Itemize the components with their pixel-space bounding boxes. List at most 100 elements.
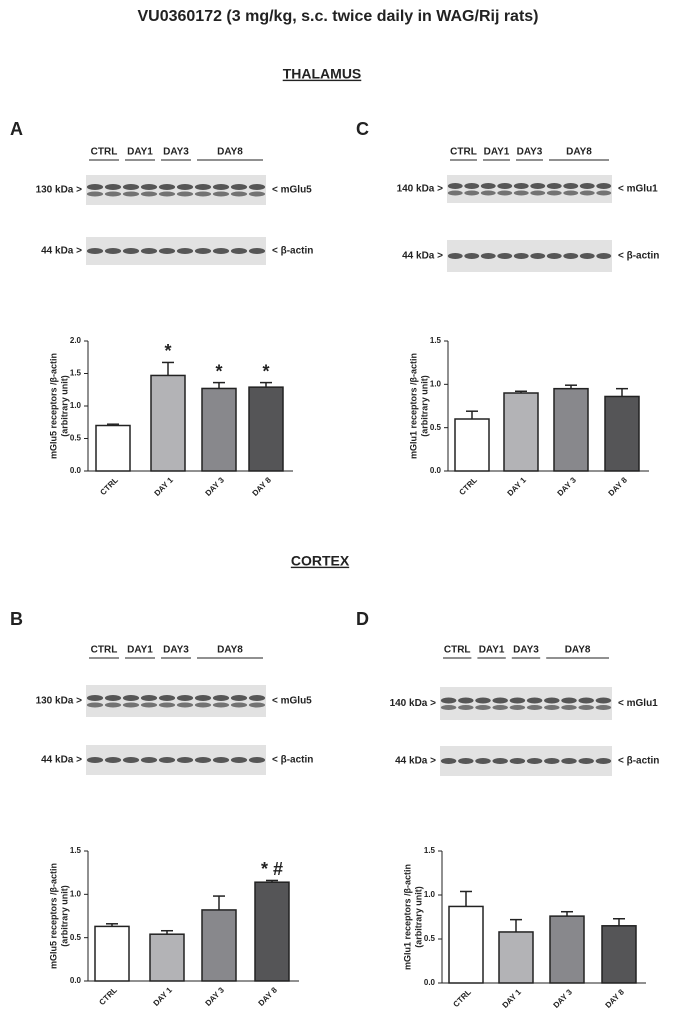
section-title: THALAMUS bbox=[283, 66, 362, 82]
y-tick-label: 0.5 bbox=[70, 434, 82, 443]
blot-band bbox=[86, 184, 104, 190]
blot-band bbox=[546, 253, 562, 259]
bar bbox=[201, 387, 237, 472]
significance-label: * bbox=[215, 361, 222, 381]
bar bbox=[94, 925, 130, 982]
blot-band bbox=[544, 705, 560, 710]
blot-band bbox=[440, 697, 457, 704]
y-tick-label: 0.5 bbox=[424, 934, 436, 943]
blot-band bbox=[212, 191, 230, 197]
blot-band bbox=[176, 191, 194, 197]
blot-band bbox=[176, 757, 194, 763]
blot-band bbox=[248, 184, 266, 190]
blot-band bbox=[194, 184, 212, 190]
blot-band bbox=[464, 190, 480, 196]
blot-band bbox=[212, 184, 230, 190]
blot-band bbox=[513, 253, 529, 259]
blot-band bbox=[212, 248, 230, 254]
bar bbox=[254, 881, 290, 982]
blot-band bbox=[579, 190, 595, 196]
blot-band bbox=[194, 695, 212, 701]
bar bbox=[549, 915, 585, 984]
blot-band bbox=[526, 705, 543, 710]
blot-band bbox=[458, 705, 474, 710]
blot-band bbox=[561, 758, 577, 764]
panel-letter: C bbox=[356, 119, 369, 139]
y-tick-label: 0.0 bbox=[430, 466, 442, 475]
y-axis-label: (arbitrary unit) bbox=[59, 375, 69, 437]
blot-band bbox=[176, 184, 194, 190]
lane-label: CTRL bbox=[444, 645, 471, 656]
blot-band bbox=[492, 697, 508, 704]
x-tick-label: DAY 3 bbox=[551, 987, 574, 1010]
blot-band bbox=[440, 705, 457, 710]
blot-band bbox=[497, 183, 513, 189]
blot-band bbox=[578, 758, 594, 764]
blot bbox=[86, 685, 266, 717]
blot-band bbox=[530, 183, 546, 189]
blot-band bbox=[194, 191, 212, 197]
figure-title: VU0360172 (3 mg/kg, s.c. twice daily in … bbox=[137, 8, 538, 25]
blot bbox=[447, 175, 612, 203]
y-tick-label: 0.0 bbox=[70, 466, 82, 475]
blot-band bbox=[230, 695, 248, 701]
blot-band bbox=[530, 253, 546, 259]
blot-band bbox=[596, 183, 612, 189]
blot-band bbox=[140, 702, 158, 708]
significance-label: * bbox=[262, 361, 269, 381]
blot-band bbox=[104, 702, 122, 708]
blot-band bbox=[563, 183, 579, 189]
blot-band bbox=[530, 190, 546, 196]
blot-band bbox=[140, 191, 158, 197]
blot-band bbox=[579, 253, 595, 259]
blot-band bbox=[596, 253, 612, 259]
y-tick-label: 1.5 bbox=[430, 336, 442, 345]
blot-band bbox=[194, 248, 212, 254]
y-tick-label: 0.0 bbox=[424, 978, 436, 987]
y-tick-label: 0.5 bbox=[430, 423, 442, 432]
blot-band bbox=[104, 191, 122, 197]
x-tick-label: DAY 1 bbox=[500, 987, 523, 1010]
lane-label: DAY8 bbox=[217, 645, 243, 656]
blot-band bbox=[561, 705, 577, 710]
y-tick-label: 1.5 bbox=[70, 369, 82, 378]
blot-band bbox=[546, 183, 562, 189]
blot-band bbox=[475, 705, 491, 710]
blot-band bbox=[561, 697, 577, 704]
blot-band bbox=[526, 697, 543, 704]
blot-band bbox=[176, 695, 194, 701]
blot-band bbox=[526, 758, 543, 764]
blot-band bbox=[579, 183, 595, 189]
blot-band bbox=[176, 248, 194, 254]
blot-band bbox=[86, 695, 104, 701]
blot-band bbox=[480, 183, 496, 189]
x-tick-label: DAY 8 bbox=[250, 475, 273, 498]
blot-band bbox=[492, 758, 508, 764]
x-tick-label: DAY 8 bbox=[603, 987, 626, 1010]
band-size: 44 kDa > bbox=[395, 756, 436, 767]
y-axis-label: (arbitrary unit) bbox=[413, 886, 423, 948]
y-axis-label: (arbitrary unit) bbox=[419, 375, 429, 437]
blot-band bbox=[104, 757, 122, 763]
blot-band bbox=[230, 191, 248, 197]
blot-band bbox=[464, 253, 480, 259]
band-size: 44 kDa > bbox=[41, 755, 82, 766]
section-title: CORTEX bbox=[291, 553, 350, 569]
blot-band bbox=[563, 253, 579, 259]
significance-label: * # bbox=[261, 859, 283, 879]
bar bbox=[149, 933, 185, 982]
blot-band bbox=[230, 702, 248, 708]
band-name: < mGlu1 bbox=[618, 184, 658, 195]
blot-band bbox=[104, 184, 122, 190]
blot-band bbox=[158, 757, 176, 763]
blot-band bbox=[194, 757, 212, 763]
y-tick-label: 1.0 bbox=[430, 379, 442, 388]
lane-label: DAY8 bbox=[566, 147, 592, 158]
blot-band bbox=[248, 695, 266, 701]
blot-band bbox=[497, 190, 513, 196]
blot-band bbox=[513, 190, 529, 196]
blot-band bbox=[480, 190, 496, 196]
blot-band bbox=[447, 190, 463, 196]
blot-band bbox=[230, 757, 248, 763]
band-name: < β-actin bbox=[272, 246, 313, 257]
